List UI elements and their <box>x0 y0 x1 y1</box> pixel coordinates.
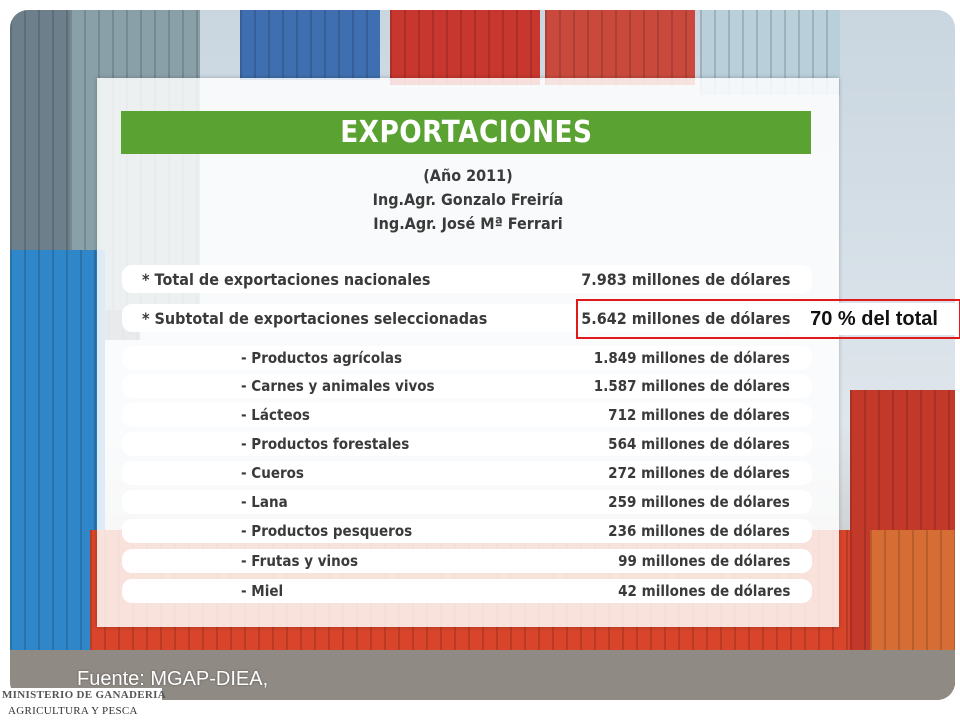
list-item: - Productos agrícolas 1.849 millones de … <box>122 346 812 370</box>
logo-line-2: AGRICULTURA Y PESCA <box>8 705 138 717</box>
item-value: 236 millones de dólares <box>608 522 790 540</box>
year-subtitle: (Año 2011) <box>423 166 513 185</box>
item-label: - Lácteos <box>241 406 310 424</box>
item-label: - Productos forestales <box>241 435 410 453</box>
item-label: - Carnes y animales vivos <box>241 377 435 395</box>
source-caption: Fuente: MGAP-DIEA, <box>77 668 269 690</box>
item-label: - Productos pesqueros <box>241 522 413 540</box>
list-item: - Lana 259 millones de dólares <box>122 490 812 514</box>
subtotal-value: 5.642 millones de dólares <box>580 308 790 328</box>
ministry-logo: MINISTERIO DE GANADERIA AGRICULTURA Y PE… <box>0 688 166 720</box>
container-shape <box>545 10 695 85</box>
title-bar: EXPORTACIONES <box>121 111 811 154</box>
author-2: Ing.Agr. José Mª Ferrari <box>373 214 563 233</box>
percent-callout-text: 70 % del total <box>810 307 938 330</box>
list-item: - Lácteos 712 millones de dólares <box>122 403 812 427</box>
item-value: 1.849 millones de dólares <box>593 349 790 367</box>
item-label: - Cueros <box>241 464 304 482</box>
item-label: - Frutas y vinos <box>241 552 359 570</box>
subtotal-label: * Subtotal de exportaciones seleccionada… <box>142 308 488 328</box>
page-title: EXPORTACIONES <box>339 115 593 150</box>
container-shape <box>390 10 540 85</box>
list-item: - Cueros 272 millones de dólares <box>122 461 812 485</box>
subtotal-row: * Subtotal de exportaciones seleccionada… <box>122 304 812 332</box>
item-label: - Productos agrícolas <box>241 349 402 367</box>
item-value: 712 millones de dólares <box>608 406 790 424</box>
container-shape <box>10 250 105 650</box>
item-label: - Miel <box>241 582 284 600</box>
total-value: 7.983 millones de dólares <box>580 269 790 289</box>
item-label: - Lana <box>241 493 288 511</box>
ground <box>10 650 955 700</box>
list-item: - Carnes y animales vivos 1.587 millones… <box>122 374 812 398</box>
list-item: - Miel 42 millones de dólares <box>122 579 812 603</box>
exports-panel: EXPORTACIONES (Año 2011) Ing.Agr. Gonzal… <box>97 78 839 627</box>
item-value: 1.587 millones de dólares <box>593 377 790 395</box>
container-shape <box>240 10 380 80</box>
logo-line-1: MINISTERIO DE GANADERIA <box>2 689 166 701</box>
total-label: * Total de exportaciones nacionales <box>142 269 431 289</box>
list-item: - Productos forestales 564 millones de d… <box>122 432 812 456</box>
item-value: 259 millones de dólares <box>608 493 790 511</box>
item-value: 564 millones de dólares <box>608 435 790 453</box>
author-1: Ing.Agr. Gonzalo Freiría <box>372 190 564 209</box>
item-value: 99 millones de dólares <box>617 552 790 570</box>
percent-callout: 70 % del total <box>790 303 958 335</box>
list-item: - Productos pesqueros 236 millones de dó… <box>122 519 812 543</box>
list-item: - Frutas y vinos 99 millones de dólares <box>122 549 812 573</box>
item-value: 272 millones de dólares <box>608 464 790 482</box>
total-row: * Total de exportaciones nacionales 7.98… <box>122 265 812 293</box>
item-value: 42 millones de dólares <box>617 582 790 600</box>
